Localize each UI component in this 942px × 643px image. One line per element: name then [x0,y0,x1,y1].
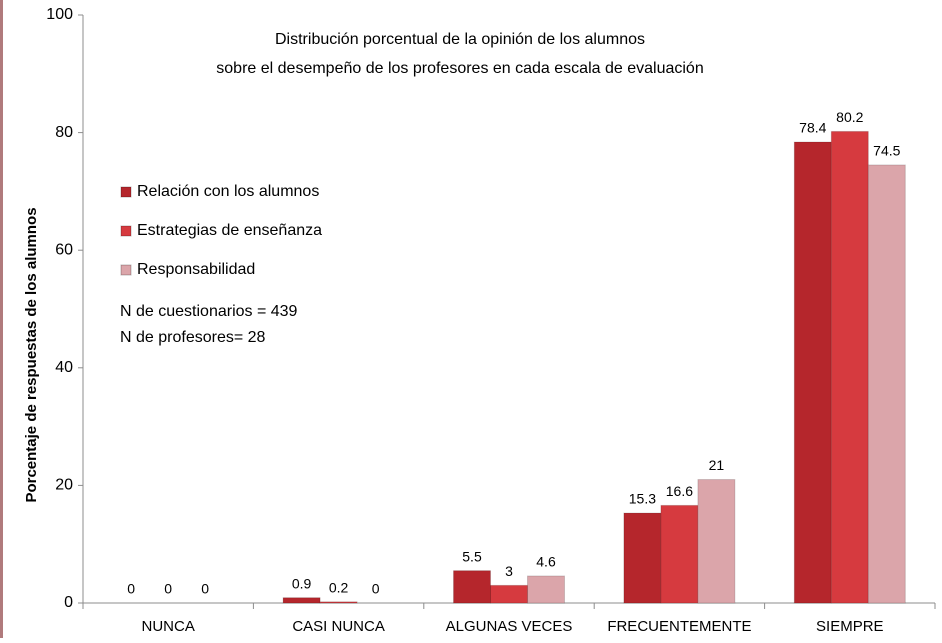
x-tick-label: SIEMPRE [816,618,884,635]
legend-swatch [120,186,132,198]
chart-title: sobre el desempeño de los profesores en … [216,60,703,77]
data-label: 15.3 [629,491,656,507]
frame-edge [0,0,3,638]
data-label: 3 [505,563,513,579]
x-tick-label: CASI NUNCA [292,618,385,635]
data-label: 0.9 [292,575,312,591]
data-label: 0 [164,581,172,597]
data-label: 0 [372,581,380,597]
data-label: 4.6 [536,554,556,570]
legend-swatch [120,264,132,276]
y-tick-label: 60 [55,241,73,258]
data-label: 80.2 [836,109,863,125]
data-label: 0 [127,581,135,597]
legend-swatch [120,225,132,237]
bar [697,479,736,604]
data-label: 0 [201,581,209,597]
bar [660,504,699,604]
y-tick-label: 80 [55,124,73,141]
data-label: 78.4 [799,120,826,136]
chart-title: Distribución porcentual de la opinión de… [275,31,645,48]
y-tick-label: 0 [64,594,73,611]
bar [319,601,358,604]
data-label: 16.6 [666,483,693,499]
y-tick-label: 20 [55,477,73,494]
y-tick-label: 100 [46,6,73,23]
annotation: N de profesores= 28 [120,329,266,346]
bar [453,570,491,604]
bar [490,584,528,604]
annotation: N de cuestionarios = 439 [120,303,298,320]
y-axis-label: Porcentaje de respuestas de los alumnos [23,207,40,502]
legend-label: Responsabilidad [137,261,255,278]
bar [830,130,869,604]
bar [282,597,321,604]
bar [623,512,662,604]
legend-label: Relación con los alumnos [137,183,319,200]
x-tick-label: ALGUNAS VECES [446,618,573,635]
bar [793,141,832,604]
bar [867,164,906,604]
data-label: 5.5 [462,548,482,564]
x-tick-label: NUNCA [142,618,195,635]
data-label: 21 [709,457,725,473]
data-label: 74.5 [873,143,900,159]
x-tick-label: FRECUENTEMENTE [607,618,751,635]
data-label: 0.2 [329,580,349,596]
y-tick-label: 40 [55,359,73,376]
legend-label: Estrategias de enseñanza [137,222,322,239]
bar [527,575,565,604]
